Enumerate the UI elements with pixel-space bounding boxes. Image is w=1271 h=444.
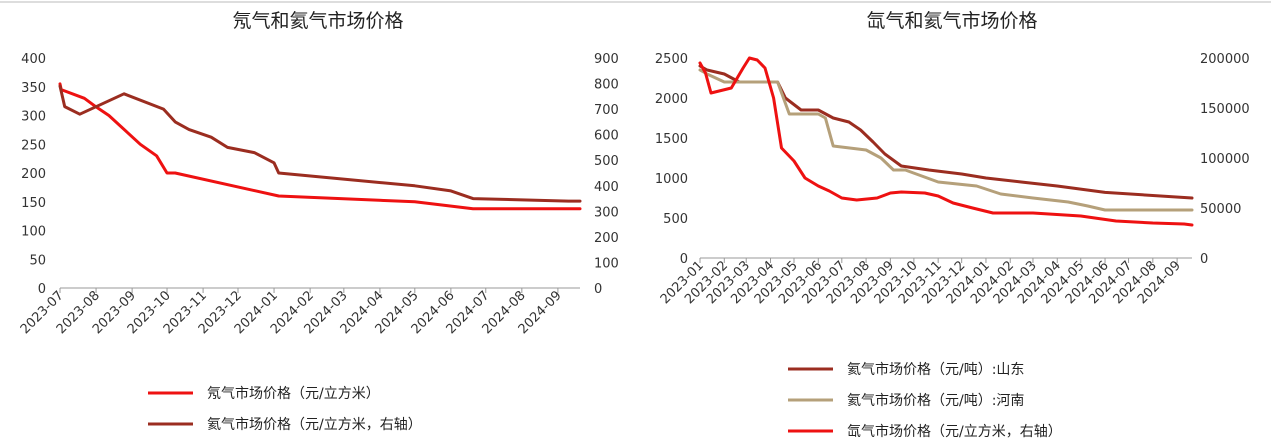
chart-title: 氙气和氦气市场价格 [866,10,1037,32]
y-right-tick-label: 800 [594,78,619,93]
y-right-tick-label: 300 [594,205,619,220]
y-left-tick-label: 350 [21,81,46,96]
y-left-tick-label: 250 [21,138,46,153]
y-right-tick-label: 900 [594,52,619,67]
y-left-tick-label: 0 [38,282,46,297]
y-right-tick-label: 0 [594,282,602,297]
y-left-tick-label: 2500 [655,52,688,67]
y-right-tick-label: 400 [594,180,619,195]
series-line-1 [698,64,1194,200]
series-line-1 [58,82,582,211]
legend-label-1: 氖气市场价格（元/立方米） [207,385,380,402]
y-right-tick-label: 500 [594,154,619,169]
y-right-tick-label: 200 [594,231,619,246]
chart-panel-2: 氙气和氦气市场价格 0 500 1000 1500 2000 2500 0 50000 10000… [655,10,1250,440]
legend-label-1: 氦气市场价格（元/吨）:山东 [847,361,1024,378]
chart-panel-1: 氖气和氦气市场价格 0 50 100 150 200 250 300 350 400 0 100 200… [18,10,619,433]
y-right-tick-label: 50000 [1200,202,1241,217]
y-left-tick-label: 2000 [655,92,688,107]
y-left-tick-label: 400 [21,52,46,67]
y-right-tick-label: 200000 [1200,52,1250,67]
series-line-3 [698,56,1194,227]
y-left-tick-label: 1000 [655,172,688,187]
legend-label-3: 氙气市场价格（元/立方米，右轴） [847,423,1062,440]
y-left-tick-label: 0 [680,252,688,267]
series-line-2 [698,68,1194,212]
y-left-tick-label: 150 [21,196,46,211]
y-left-tick-label: 300 [21,110,46,125]
y-right-tick-label: 0 [1200,252,1208,267]
y-left-tick-label: 500 [663,212,688,227]
series-line-2 [58,84,582,203]
legend-label-2: 氦气市场价格（元/吨）:河南 [847,392,1024,409]
y-right-tick-label: 150000 [1200,102,1250,117]
legend-label-2: 氦气市场价格（元/立方米，右轴） [207,416,422,433]
y-left-tick-label: 1500 [655,132,688,147]
y-left-tick-label: 100 [21,225,46,240]
y-left-tick-label: 50 [29,253,46,268]
y-right-tick-label: 100 [594,256,619,271]
chart-title: 氖气和氦气市场价格 [232,10,403,32]
y-left-tick-label: 200 [21,167,46,182]
y-right-tick-label: 700 [594,103,619,118]
y-right-tick-label: 100000 [1200,152,1250,167]
y-right-tick-label: 600 [594,129,619,144]
